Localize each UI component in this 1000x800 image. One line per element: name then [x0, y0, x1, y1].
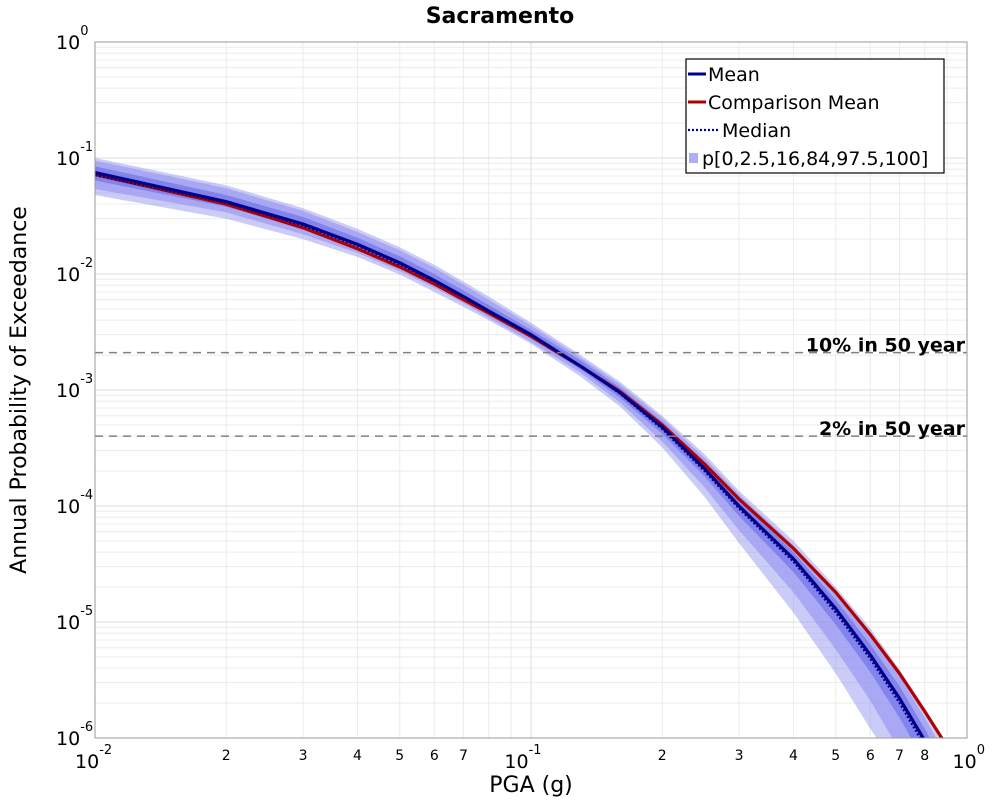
- x-minor-tick-label: 6: [430, 748, 439, 764]
- y-tick-exponent: -6: [80, 720, 93, 735]
- x-minor-tick-label: 2: [222, 748, 231, 764]
- x-minor-tick-label: 4: [789, 748, 798, 764]
- y-tick-base: 10: [56, 264, 80, 286]
- reference-line-label: 2% in 50 year: [819, 418, 966, 440]
- x-minor-tick-label: 5: [831, 748, 840, 764]
- x-minor-tick-label: 7: [459, 748, 468, 764]
- x-tick-label: 10-1: [504, 743, 541, 773]
- y-tick-base: 10: [56, 32, 80, 54]
- y-tick-label: 10-3: [56, 372, 93, 402]
- y-tick-label: 10-6: [56, 720, 93, 750]
- y-tick-label: 10-2: [56, 256, 93, 286]
- x-minor-tick-label: 2: [658, 748, 667, 764]
- y-tick-exponent: -5: [80, 604, 93, 619]
- x-minor-tick-label: 6: [866, 748, 875, 764]
- x-tick-label: 10-2: [75, 743, 112, 773]
- x-tick-base: 10: [504, 751, 528, 773]
- x-minor-tick-label: 7: [895, 748, 904, 764]
- y-tick-exponent: 0: [80, 24, 88, 39]
- percentile-bands: [95, 158, 941, 738]
- y-tick-exponent: -4: [80, 488, 93, 503]
- x-minor-tick-label: 5: [395, 748, 404, 764]
- y-tick-base: 10: [56, 148, 80, 170]
- y-tick-label: 100: [56, 24, 88, 54]
- series-lines: [95, 170, 944, 738]
- legend: Mean Comparison Mean Median p[0,2.5,16,84,9…: [685, 58, 945, 174]
- y-tick-exponent: -3: [80, 372, 93, 387]
- y-tick-label: 10-4: [56, 488, 93, 518]
- x-tick-base: 10: [953, 751, 977, 773]
- reference-lines: 10% in 50 year 2% in 50 year: [95, 335, 967, 440]
- x-minor-tick-label: 4: [353, 748, 362, 764]
- x-minor-tick-label: 3: [299, 748, 308, 764]
- x-minor-tick-label: 8: [920, 748, 929, 764]
- x-tick-exponent: -2: [99, 743, 112, 758]
- y-tick-label: 10-5: [56, 604, 93, 634]
- y-tick-base: 10: [56, 496, 80, 518]
- legend-label: p[0,2.5,16,84,97.5,100]: [702, 148, 928, 170]
- plot-frame: [94, 41, 968, 739]
- legend-box: [685, 58, 945, 174]
- y-tick-exponent: -1: [80, 140, 93, 155]
- y-tick-base: 10: [56, 380, 80, 402]
- x-tick-exponent: -1: [529, 743, 542, 758]
- y-axis-title: Annual Probability of Exceedance: [7, 206, 32, 574]
- y-tick-label: 10-1: [56, 140, 93, 170]
- y-tick-base: 10: [56, 728, 80, 750]
- y-tick-exponent: -2: [80, 256, 93, 271]
- y-tick-base: 10: [56, 612, 80, 634]
- x-minor-tick-label: 3: [735, 748, 744, 764]
- band-p0-p100: [95, 158, 941, 738]
- reference-line-label: 10% in 50 year: [806, 335, 966, 357]
- legend-label: Comparison Mean: [708, 92, 880, 114]
- legend-label: Median: [722, 120, 791, 142]
- legend-swatch: [689, 153, 698, 163]
- x-axis-title: PGA (g): [489, 773, 573, 798]
- x-tick-exponent: 0: [977, 743, 985, 758]
- chart-title: Sacramento: [426, 4, 575, 29]
- legend-label: Mean: [708, 64, 760, 86]
- x-tick-base: 10: [75, 751, 99, 773]
- x-tick-label: 100: [953, 743, 985, 773]
